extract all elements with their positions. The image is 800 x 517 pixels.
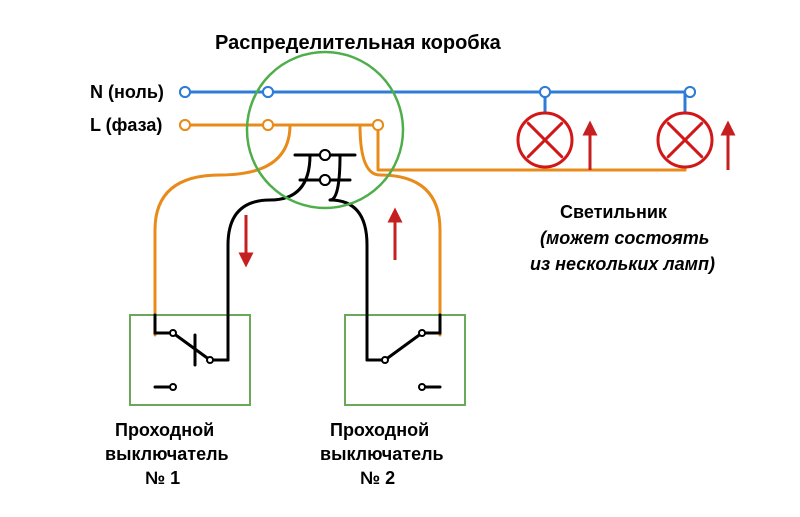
label-sw1-a: Проходной xyxy=(115,420,214,441)
title: Распределительная коробка xyxy=(215,32,501,55)
label-sw2-b: выключатель xyxy=(320,444,444,465)
label-sw1-c: № 1 xyxy=(145,468,180,489)
label-neutral: N (ноль) xyxy=(90,82,164,103)
label-sw2-c: № 2 xyxy=(360,468,395,489)
label-sw2-a: Проходной xyxy=(330,420,429,441)
label-lamp-1: Светильник xyxy=(560,202,667,223)
label-lamp-3: из нескольких ламп) xyxy=(530,254,715,275)
label-lamp-2: (может состоять xyxy=(540,228,709,249)
label-sw1-b: выключатель xyxy=(105,444,229,465)
label-live: L (фаза) xyxy=(90,115,162,136)
